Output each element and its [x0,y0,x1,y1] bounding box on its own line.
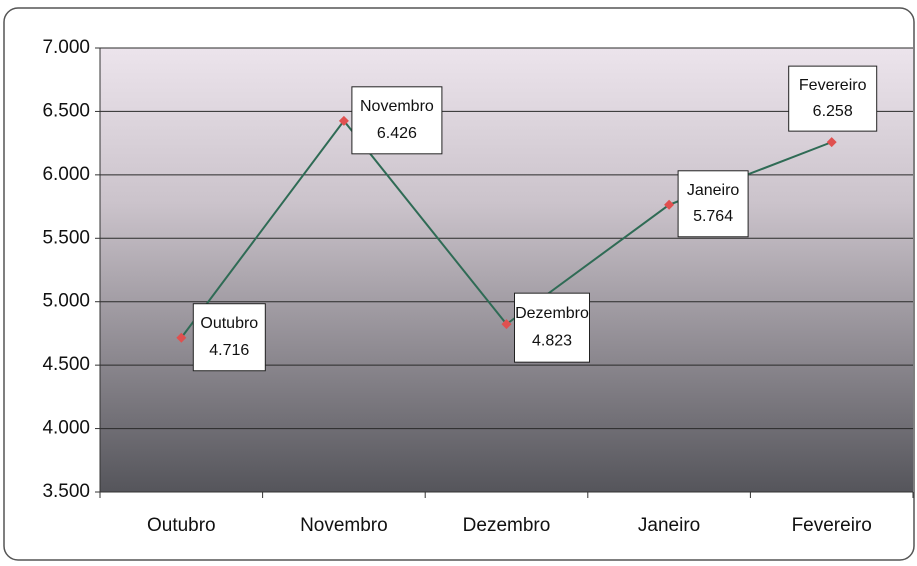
marker [664,199,675,210]
y-tick-label: 5.000 [42,291,90,312]
y-tick-label: 5.500 [42,227,90,248]
plot-area [100,48,913,492]
data-label-box [677,170,749,238]
x-tick-label: Outubro [147,515,216,536]
data-label-category: Novembro [360,98,434,115]
x-tick-label: Dezembro [463,515,551,536]
y-tick-label: 4.000 [42,418,90,439]
data-label: 6.258 [813,103,853,120]
data-label-category: Janeiro [687,182,740,199]
data-label-category: Dezembro [515,305,589,322]
data-label: 5.764 [693,208,733,225]
y-tick-label: 6.500 [42,100,90,121]
x-tick-label: Fevereiro [792,515,872,536]
x-tick-label: Novembro [300,515,388,536]
data-label: 6.426 [377,125,417,142]
data-label-box [192,303,266,372]
data-label-box [788,65,878,132]
y-tick-label: 3.500 [42,481,90,502]
marker [826,137,837,148]
y-tick-label: 6.000 [42,164,90,185]
data-label: 4.716 [209,342,249,359]
marker [501,319,512,330]
x-tick-label: Janeiro [638,515,700,536]
y-tick-label: 7.000 [42,37,90,58]
data-label-category: Outubro [200,315,258,332]
data-label: 4.823 [532,333,572,350]
data-label-category: Fevereiro [799,77,867,94]
data-label-box [514,292,590,363]
marker [176,332,187,343]
y-tick-label: 4.500 [42,354,90,375]
marker [338,115,349,126]
data-label-box [351,86,443,155]
